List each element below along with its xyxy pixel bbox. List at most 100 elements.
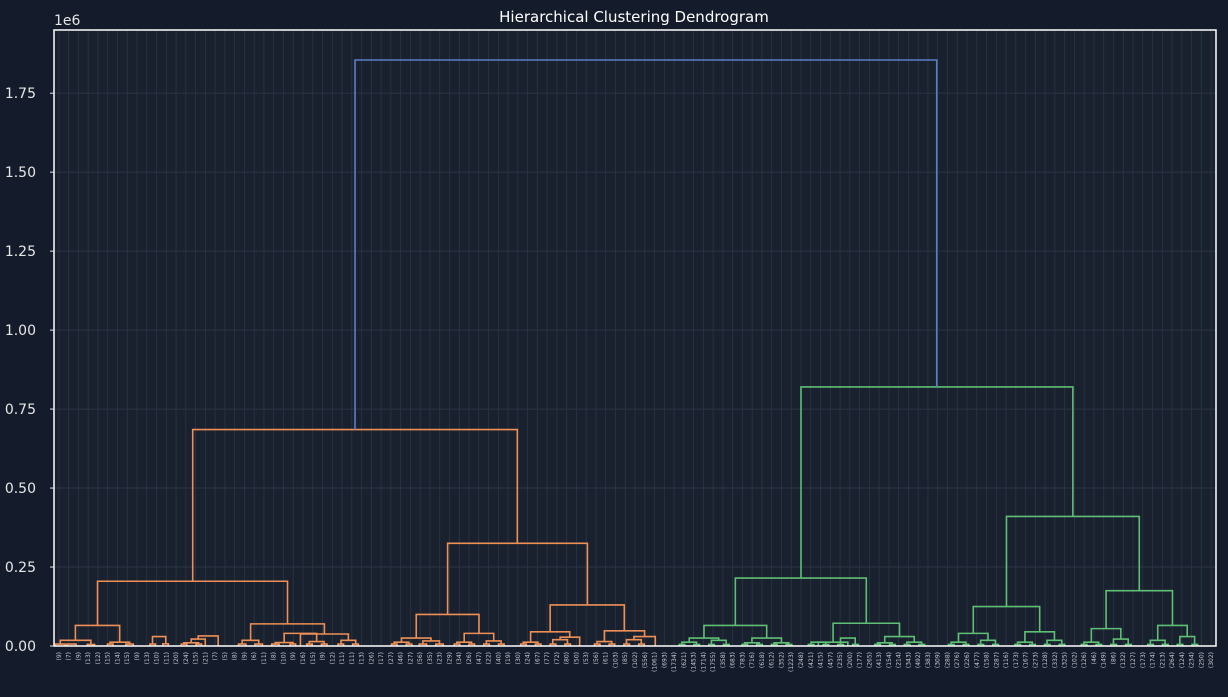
dendrogram-link	[822, 643, 830, 646]
dendrogram-link	[1191, 643, 1199, 646]
dendrogram-link	[66, 643, 77, 646]
leaf-label: (383)	[925, 652, 932, 668]
dendrogram-link	[74, 624, 121, 643]
leaf-label: (621)	[681, 652, 688, 668]
y-tick-label: 0.75	[5, 402, 36, 418]
leaf-label: (27)	[388, 652, 395, 664]
dendrogram-link	[106, 643, 114, 646]
leaf-label: (716)	[749, 652, 756, 668]
dendrogram-link	[751, 637, 783, 643]
dendrogram-link	[947, 643, 955, 646]
leaf-label: (149)	[1101, 652, 1108, 668]
leaf-label: (67)	[534, 652, 541, 664]
dendrogram-link	[337, 643, 345, 646]
y-tick-label: 1.75	[5, 86, 36, 102]
dendrogram-link	[593, 643, 601, 646]
leaf-label: (413)	[876, 652, 883, 668]
leaf-label: (24)	[183, 652, 190, 664]
leaf-label: (7)	[66, 652, 73, 661]
leaf-label: (46)	[1091, 652, 1098, 664]
dendrogram-link	[1080, 643, 1088, 646]
leaf-label: (15)	[124, 652, 131, 664]
leaf-label: (1453)	[691, 652, 698, 672]
leaf-label: (492)	[915, 652, 922, 668]
dendrogram-link	[564, 643, 572, 646]
dendrogram-link	[1149, 639, 1166, 645]
dendrogram-link	[1161, 643, 1169, 646]
dendrogram-link	[1176, 643, 1184, 646]
dendrogram-link	[352, 643, 360, 646]
leaf-label: (34)	[456, 652, 463, 664]
leaf-label: (72)	[554, 652, 561, 664]
vertical-gridlines	[58, 30, 1212, 646]
dendrogram-link	[254, 643, 264, 646]
leaf-label: (5)	[222, 652, 229, 661]
dendrogram-link	[1090, 627, 1122, 643]
leaf-label: (40)	[495, 652, 502, 664]
leaf-label: (13)	[359, 652, 366, 664]
dendrogram-link	[1095, 643, 1103, 646]
leaf-label: (302)	[1208, 652, 1215, 668]
leaf-label: (126)	[1081, 652, 1088, 668]
dendrogram-link	[637, 643, 646, 646]
dendrogram-link	[468, 643, 476, 646]
dendrogram-link	[86, 643, 96, 646]
y-tick-label: 0.25	[5, 560, 36, 576]
dendrogram-link	[693, 643, 701, 646]
leaf-label: (24)	[525, 652, 532, 664]
leaf-label: (12)	[95, 652, 102, 664]
dendrogram-link	[678, 643, 686, 646]
leaf-label: (352)	[778, 652, 785, 668]
leaf-label: (177)	[857, 652, 864, 668]
y-offset-label: 1e6	[54, 13, 81, 29]
y-tick-label: 1.00	[5, 323, 36, 339]
leaf-label: (173)	[1013, 652, 1020, 668]
leaf-label: (35)	[427, 652, 434, 664]
leaf-label: (332)	[1052, 652, 1059, 668]
dendrogram-link	[1028, 643, 1037, 646]
leaf-label: (11)	[163, 652, 170, 664]
leaf-label: (116)	[1003, 652, 1010, 668]
y-tick-label: 1.50	[5, 165, 36, 181]
leaf-label: (10)	[280, 652, 287, 664]
leaf-label: (103)	[612, 652, 619, 668]
leaf-label: (9)	[56, 652, 63, 661]
y-tick-label: 1.25	[5, 244, 36, 260]
leaf-label: (154)	[886, 652, 893, 668]
dendrogram-link	[340, 639, 357, 645]
dendrogram-link	[497, 643, 505, 646]
leaf-label: (53)	[583, 652, 590, 664]
leaf-label: (13)	[144, 652, 151, 664]
dendrogram-link	[1014, 643, 1022, 646]
dendrogram-link	[623, 643, 631, 646]
dendrogram-link	[703, 624, 768, 639]
dendrogram-link	[422, 640, 441, 645]
leaf-label: (556)	[642, 652, 649, 668]
leaf-labels: (9) (7) (9) (13) (12) (15) (14) (15) (9) (13) (10)…	[56, 652, 1215, 672]
leaf-label: (56)	[417, 652, 424, 664]
leaf-label: (27)	[407, 652, 414, 664]
leaf-label: (26)	[368, 652, 375, 664]
leaf-label: (158)	[984, 652, 991, 668]
leaf-label: (13)	[85, 652, 92, 664]
leaf-label: (30)	[515, 652, 522, 664]
leaf-label: (173)	[1140, 652, 1147, 668]
dendrogram-link	[400, 637, 432, 643]
leaf-label: (9)	[134, 652, 141, 661]
dendrogram-link	[354, 59, 938, 430]
leaf-label: (26)	[466, 652, 473, 664]
dendrogram-link	[320, 643, 328, 646]
leaf-label: (783)	[739, 652, 746, 668]
leaf-label: (46)	[398, 652, 405, 664]
dendrogram-link	[54, 643, 66, 646]
dendrogram-link	[688, 637, 720, 643]
leaf-label: (9)	[241, 652, 248, 661]
dendrogram-link	[755, 643, 764, 646]
leaf-label: (77)	[544, 652, 551, 664]
leaf-label: (358)	[720, 652, 727, 668]
leaf-label: (213)	[1159, 652, 1166, 668]
leaf-label: (47)	[476, 652, 483, 664]
leaf-label: (7)	[212, 652, 219, 661]
dendrogram-link	[707, 643, 716, 646]
